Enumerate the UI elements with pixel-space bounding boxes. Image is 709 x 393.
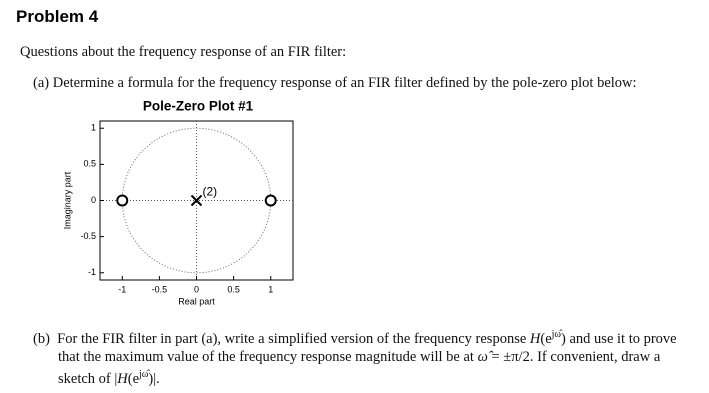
text: For the FIR filter in part (a), write a … bbox=[57, 330, 530, 347]
problem-title: Problem 4 bbox=[16, 7, 99, 26]
math: (e bbox=[127, 370, 140, 387]
part-text: Determine a formula for the frequency re… bbox=[52, 75, 637, 91]
y-tick-label: -0.5 bbox=[80, 231, 96, 241]
math-sup: jω̂ bbox=[551, 329, 562, 340]
part-label: (a) bbox=[33, 75, 50, 91]
pole-multiplicity: (2) bbox=[203, 185, 218, 199]
pole-zero-plot: Pole-Zero Plot #1 -1 -0.5 0 0.5 1 -1 -0.5 0 0.5 1… bbox=[62, 99, 294, 306]
text: and use it to prove that the maximum val… bbox=[58, 330, 677, 365]
math: (e bbox=[540, 330, 552, 347]
part-label: (b) bbox=[33, 330, 50, 347]
x-tick-label: 1 bbox=[268, 284, 273, 294]
text: = ±π/2. If convenient, draw a sketch of … bbox=[58, 348, 661, 387]
y-axis-label: Imaginary part bbox=[62, 171, 72, 229]
intro-text: Questions about the frequency response o… bbox=[20, 44, 347, 60]
x-tick-label: 0 bbox=[194, 284, 199, 294]
part-b: (b) For the FIR filter in part (a), writ… bbox=[33, 326, 683, 388]
y-tick-label: 1 bbox=[91, 123, 96, 133]
math: H bbox=[529, 330, 541, 347]
math: ω̂ bbox=[477, 348, 488, 365]
y-tick-label: -1 bbox=[88, 267, 96, 277]
math: H bbox=[117, 370, 128, 387]
part-a: (a) Determine a formula for the frequenc… bbox=[33, 75, 637, 92]
x-axis-label: Real part bbox=[178, 296, 215, 306]
x-tick-label: -1 bbox=[118, 284, 126, 294]
y-tick-label: 0.5 bbox=[83, 159, 96, 169]
math: ) bbox=[561, 330, 566, 347]
chart-title: Pole-Zero Plot #1 bbox=[143, 99, 254, 114]
zero-marker bbox=[116, 194, 129, 207]
x-tick-label: 0.5 bbox=[227, 284, 240, 294]
zero-marker bbox=[264, 194, 277, 207]
x-tick-label: -0.5 bbox=[152, 284, 168, 294]
y-tick-label: 0 bbox=[91, 195, 96, 205]
math-sup: jω̂ bbox=[139, 368, 149, 380]
pole-marker bbox=[190, 194, 203, 207]
math: )|. bbox=[148, 370, 160, 387]
